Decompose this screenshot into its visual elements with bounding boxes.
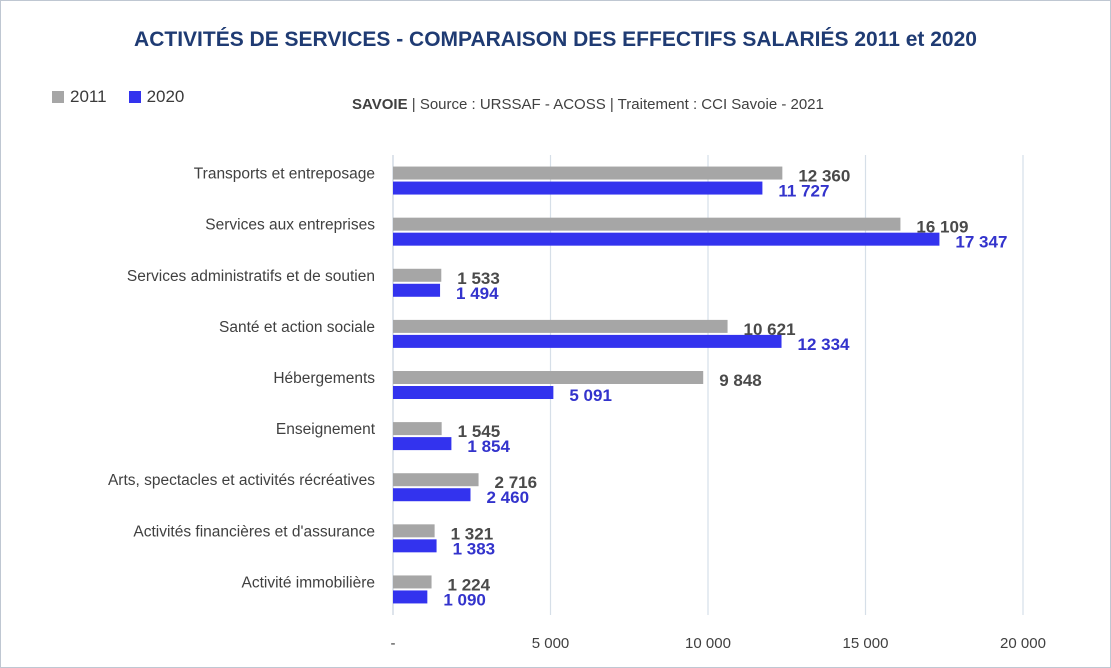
bar-2020-5 bbox=[393, 437, 452, 451]
category-label-4: Hébergements bbox=[273, 370, 375, 387]
value-label-2020-7: 1 383 bbox=[453, 539, 496, 558]
x-tick-label-3: 15 000 bbox=[843, 635, 889, 652]
legend-swatch-2011 bbox=[52, 91, 64, 103]
chart-subtitle: SAVOIE | Source : URSSAF - ACOSS | Trait… bbox=[352, 96, 824, 113]
value-label-2011-3: 10 621 bbox=[744, 320, 796, 339]
bar-2020-0 bbox=[393, 181, 763, 195]
value-label-2020-2: 1 494 bbox=[456, 284, 499, 303]
bar-2011-1 bbox=[393, 217, 901, 231]
value-label-2011-2: 1 533 bbox=[457, 269, 500, 288]
value-label-2020-1: 17 347 bbox=[955, 233, 1007, 252]
category-label-7: Activités financières et d'assurance bbox=[133, 523, 375, 540]
bar-2011-5 bbox=[393, 422, 442, 436]
value-label-2011-5: 1 545 bbox=[458, 422, 501, 441]
bar-2020-8 bbox=[393, 590, 428, 604]
x-tick-label-4: 20 000 bbox=[1000, 635, 1046, 652]
category-label-8: Activité immobilière bbox=[241, 574, 375, 591]
legend-label-2011: 2011 bbox=[70, 87, 107, 106]
bar-2011-3 bbox=[393, 319, 728, 333]
value-label-2011-1: 16 109 bbox=[916, 218, 968, 237]
bar-2011-7 bbox=[393, 524, 435, 538]
bar-2020-1 bbox=[393, 232, 940, 246]
legend: 2011 2020 bbox=[52, 87, 206, 107]
x-tick-label-0: - bbox=[391, 635, 396, 652]
category-label-6: Arts, spectacles et activités récréative… bbox=[108, 472, 375, 489]
bar-2011-6 bbox=[393, 473, 479, 487]
value-label-2011-4: 9 848 bbox=[719, 371, 762, 390]
value-label-2011-6: 2 716 bbox=[495, 473, 538, 492]
value-label-2020-3: 12 334 bbox=[798, 335, 851, 354]
value-label-2020-6: 2 460 bbox=[486, 488, 529, 507]
value-label-2011-7: 1 321 bbox=[451, 524, 494, 543]
bar-2011-8 bbox=[393, 575, 432, 589]
category-label-5: Enseignement bbox=[276, 421, 376, 438]
chart-title: ACTIVITÉS DE SERVICES - COMPARAISON DES … bbox=[134, 28, 977, 51]
bar-2020-2 bbox=[393, 283, 441, 297]
category-label-3: Santé et action sociale bbox=[219, 319, 375, 336]
legend-swatch-2020 bbox=[128, 91, 141, 103]
value-label-2020-5: 1 854 bbox=[467, 437, 510, 456]
bar-2020-4 bbox=[393, 386, 554, 399]
category-label-1: Services aux entreprises bbox=[205, 217, 375, 234]
value-label-2020-4: 5 091 bbox=[569, 386, 612, 405]
bar-2020-3 bbox=[393, 334, 782, 348]
subtitle-source: | Source : URSSAF - ACOSS | Traitement :… bbox=[411, 96, 824, 113]
category-label-0: Transports et entreposage bbox=[194, 166, 375, 183]
bar-2011-2 bbox=[393, 268, 442, 282]
subtitle-region: SAVOIE bbox=[352, 96, 408, 113]
bar-2020-6 bbox=[393, 488, 471, 502]
value-label-2011-8: 1 224 bbox=[448, 575, 491, 594]
bar-2011-4 bbox=[393, 371, 704, 384]
x-tick-label-2: 10 000 bbox=[685, 635, 731, 652]
value-label-2020-8: 1 090 bbox=[443, 590, 486, 609]
value-label-2011-0: 12 360 bbox=[798, 167, 850, 186]
x-tick-label-1: 5 000 bbox=[532, 635, 570, 652]
legend-label-2020: 2020 bbox=[146, 87, 185, 106]
legend-item-2020: 2020 bbox=[128, 87, 185, 107]
category-label-2: Services administratifs et de soutien bbox=[127, 268, 375, 285]
bar-2020-7 bbox=[393, 539, 437, 553]
value-label-2020-0: 11 727 bbox=[778, 182, 829, 201]
legend-item-2011: 2011 bbox=[52, 87, 107, 107]
bar-2011-0 bbox=[393, 166, 783, 180]
